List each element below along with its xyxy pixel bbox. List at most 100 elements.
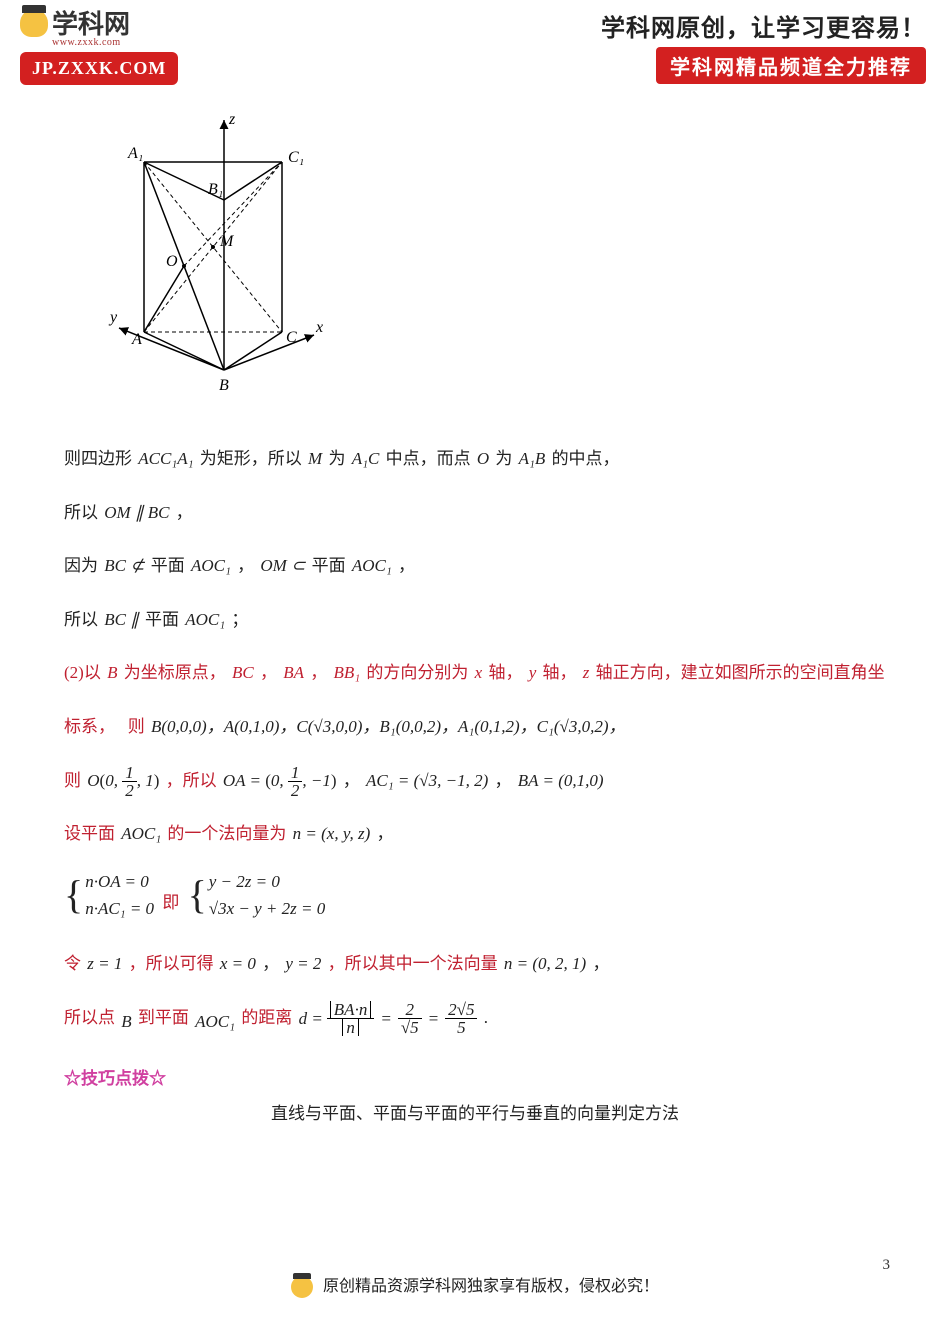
label-C1: C₁ (288, 149, 304, 166)
label-A: A (131, 331, 142, 348)
axis-y-label: y (108, 309, 118, 326)
footer-text: 原创精品资源学科网独家享有版权，侵权必究！ (323, 1278, 659, 1295)
text: . (484, 1008, 488, 1027)
text: 的方向分别为 (366, 663, 468, 682)
math: z = 1 (85, 954, 124, 973)
text: 标系， (64, 717, 115, 736)
math: A₁B (517, 449, 548, 468)
para-4: 所以 BC ∥ 平面 AOC₁ ； (64, 596, 886, 644)
text: ， (262, 954, 279, 973)
text: 因为 (64, 556, 98, 575)
text: ， (495, 771, 512, 790)
text: ， (376, 824, 393, 843)
text: 则 (64, 771, 81, 790)
text: 设平面 (64, 824, 115, 843)
text: 为坐标原点， (124, 663, 226, 682)
para-10: 所以点 B 到平面 AOC₁ 的距离 d = BA·n n = 2 √5 = 2… (64, 994, 886, 1046)
logo-block: 学科网 www.zxxk.com JP.ZXXK.COM (20, 4, 178, 85)
text: 为 (495, 449, 512, 468)
text: ， (176, 503, 193, 522)
para-6: 则 O(0, 12, 1) ，所以 OA = (0, 12, −1) ， AC₁… (64, 757, 886, 805)
math: AOC₁ (119, 824, 163, 843)
para-2: 所以 OM ∥ BC ， (64, 489, 886, 537)
math: OM ∥ BC (102, 503, 171, 522)
text: 中点，而点 (386, 449, 471, 468)
para-5b: 标系， 则 B(0,0,0)，A(0,1,0)，C(√3,0,0)，B₁(0,0… (64, 703, 886, 751)
math: BC ∥ (102, 610, 140, 629)
footer: 原创精品资源学科网独家享有版权，侵权必究！ (0, 1272, 950, 1298)
footer-logo-icon (291, 1276, 313, 1298)
tips-heading: ☆技巧点拨☆ (64, 1064, 886, 1089)
math: y (527, 663, 539, 682)
math: z (581, 663, 592, 682)
math: n = (0, 2, 1) (502, 954, 588, 973)
math: O (475, 449, 491, 468)
para-5: (2)以 B 为坐标原点， BC ， BA ， BB₁ 的方向分别为 x 轴， … (64, 649, 886, 697)
eq-row: y − 2z = 0 (209, 868, 325, 895)
math: BC ⊄ (102, 556, 146, 575)
math: BA (281, 663, 306, 682)
text: 轴正方向，建立如图所示的空间直角坐 (596, 663, 885, 682)
text: 所以 (64, 610, 98, 629)
text: 则四边形 (64, 449, 132, 468)
text: 所以 (64, 503, 98, 522)
text: ， (260, 663, 277, 682)
math: AC₁ = (√3, −1, 2) (364, 771, 490, 790)
label-O: O (166, 253, 178, 270)
math: A₁C (350, 449, 382, 468)
axis-z-label: z (228, 111, 236, 128)
header-banner: 学科网精品频道全力推荐 (656, 47, 926, 84)
eq-row: √3x − y + 2z = 0 (209, 895, 325, 922)
text: 令 (64, 954, 81, 973)
para-1: 则四边形 ACC₁A₁ 为矩形，所以 M 为 A₁C 中点，而点 O 为 A₁B… (64, 435, 886, 483)
text: 的距离 (241, 1008, 292, 1027)
text: 即 (162, 893, 179, 912)
math: x = 0 (218, 954, 258, 973)
math: BB₁ (331, 663, 362, 682)
page-header: 学科网 www.zxxk.com JP.ZXXK.COM 学科网原创，让学习更容… (0, 0, 950, 88)
text: 平面 (151, 556, 185, 575)
math: ACC₁A₁ (136, 449, 195, 468)
math: y = 2 (283, 954, 323, 973)
math: n = (x, y, z) (291, 824, 373, 843)
math: AOC₁ (350, 556, 394, 575)
vector-method-title: 直线与平面、平面与平面的平行与垂直的向量判定方法 (64, 1099, 886, 1124)
text: ； (231, 610, 248, 629)
math: AOC₁ (193, 1012, 237, 1031)
math: B (119, 1012, 133, 1031)
math: OM ⊂ (258, 556, 307, 575)
text: ， (592, 954, 609, 973)
text: (2)以 (64, 663, 101, 682)
math: B (105, 663, 119, 682)
page-number: 3 (883, 1257, 891, 1274)
math: M (306, 449, 324, 468)
text: 的一个法向量为 (167, 824, 286, 843)
math: BA = (0,1,0) (516, 771, 606, 790)
header-slogan: 学科网原创，让学习更容易！ (601, 8, 926, 43)
math: BC (230, 663, 256, 682)
text: ， (237, 556, 254, 575)
math-points: B(0,0,0)，A(0,1,0)，C(√3,0,0)，B₁(0,0,2)，A₁… (149, 717, 628, 736)
site-url: www.zxxk.com (52, 37, 178, 48)
text: 平面 (145, 610, 179, 629)
label-B1: B₁ (208, 181, 223, 198)
text: ，所以其中一个法向量 (328, 954, 498, 973)
label-A1: A₁ (127, 145, 143, 162)
header-right: 学科网原创，让学习更容易！ 学科网精品频道全力推荐 (601, 8, 926, 84)
site-badge: JP.ZXXK.COM (20, 52, 178, 85)
text: ，所以可得 (129, 954, 214, 973)
geometry-diagram: z x y A B C A₁ B₁ C₁ O M (84, 110, 886, 405)
site-logo-text: 学科网 (52, 4, 130, 41)
text: ， (398, 556, 415, 575)
para-8: { n·OA = 0 n·AC₁ = 0 即 { y − 2z = 0 √3x … (64, 868, 886, 922)
text: 到平面 (138, 1008, 189, 1027)
axis-x-label: x (315, 319, 323, 336)
text: 为 (328, 449, 345, 468)
para-9: 令 z = 1 ，所以可得 x = 0 ， y = 2 ，所以其中一个法向量 n… (64, 940, 886, 988)
math: AOC₁ (189, 556, 233, 575)
text: 所以点 (64, 1008, 115, 1027)
text: 为矩形，所以 (200, 449, 302, 468)
eq-row: n·OA = 0 (85, 868, 154, 895)
label-B: B (219, 377, 229, 394)
text: 轴， (543, 663, 577, 682)
